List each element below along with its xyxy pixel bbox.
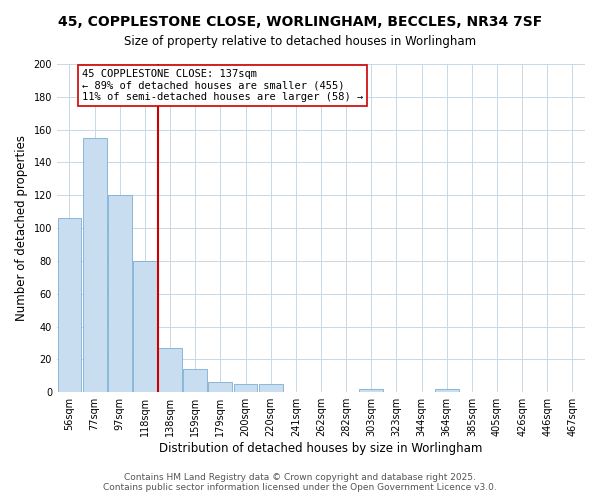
Bar	[158, 348, 182, 392]
Bar	[259, 384, 283, 392]
Y-axis label: Number of detached properties: Number of detached properties	[15, 135, 28, 321]
Text: 45 COPPLESTONE CLOSE: 137sqm
← 89% of detached houses are smaller (455)
11% of s: 45 COPPLESTONE CLOSE: 137sqm ← 89% of de…	[82, 69, 364, 102]
Bar	[208, 382, 232, 392]
Bar	[58, 218, 82, 392]
Bar	[435, 389, 458, 392]
Bar	[233, 384, 257, 392]
Bar	[183, 369, 207, 392]
Text: Size of property relative to detached houses in Worlingham: Size of property relative to detached ho…	[124, 35, 476, 48]
Bar	[108, 196, 132, 392]
Bar	[359, 389, 383, 392]
Text: 45, COPPLESTONE CLOSE, WORLINGHAM, BECCLES, NR34 7SF: 45, COPPLESTONE CLOSE, WORLINGHAM, BECCL…	[58, 15, 542, 29]
Text: Contains HM Land Registry data © Crown copyright and database right 2025.
Contai: Contains HM Land Registry data © Crown c…	[103, 473, 497, 492]
X-axis label: Distribution of detached houses by size in Worlingham: Distribution of detached houses by size …	[159, 442, 482, 455]
Bar	[83, 138, 107, 392]
Bar	[133, 261, 157, 392]
